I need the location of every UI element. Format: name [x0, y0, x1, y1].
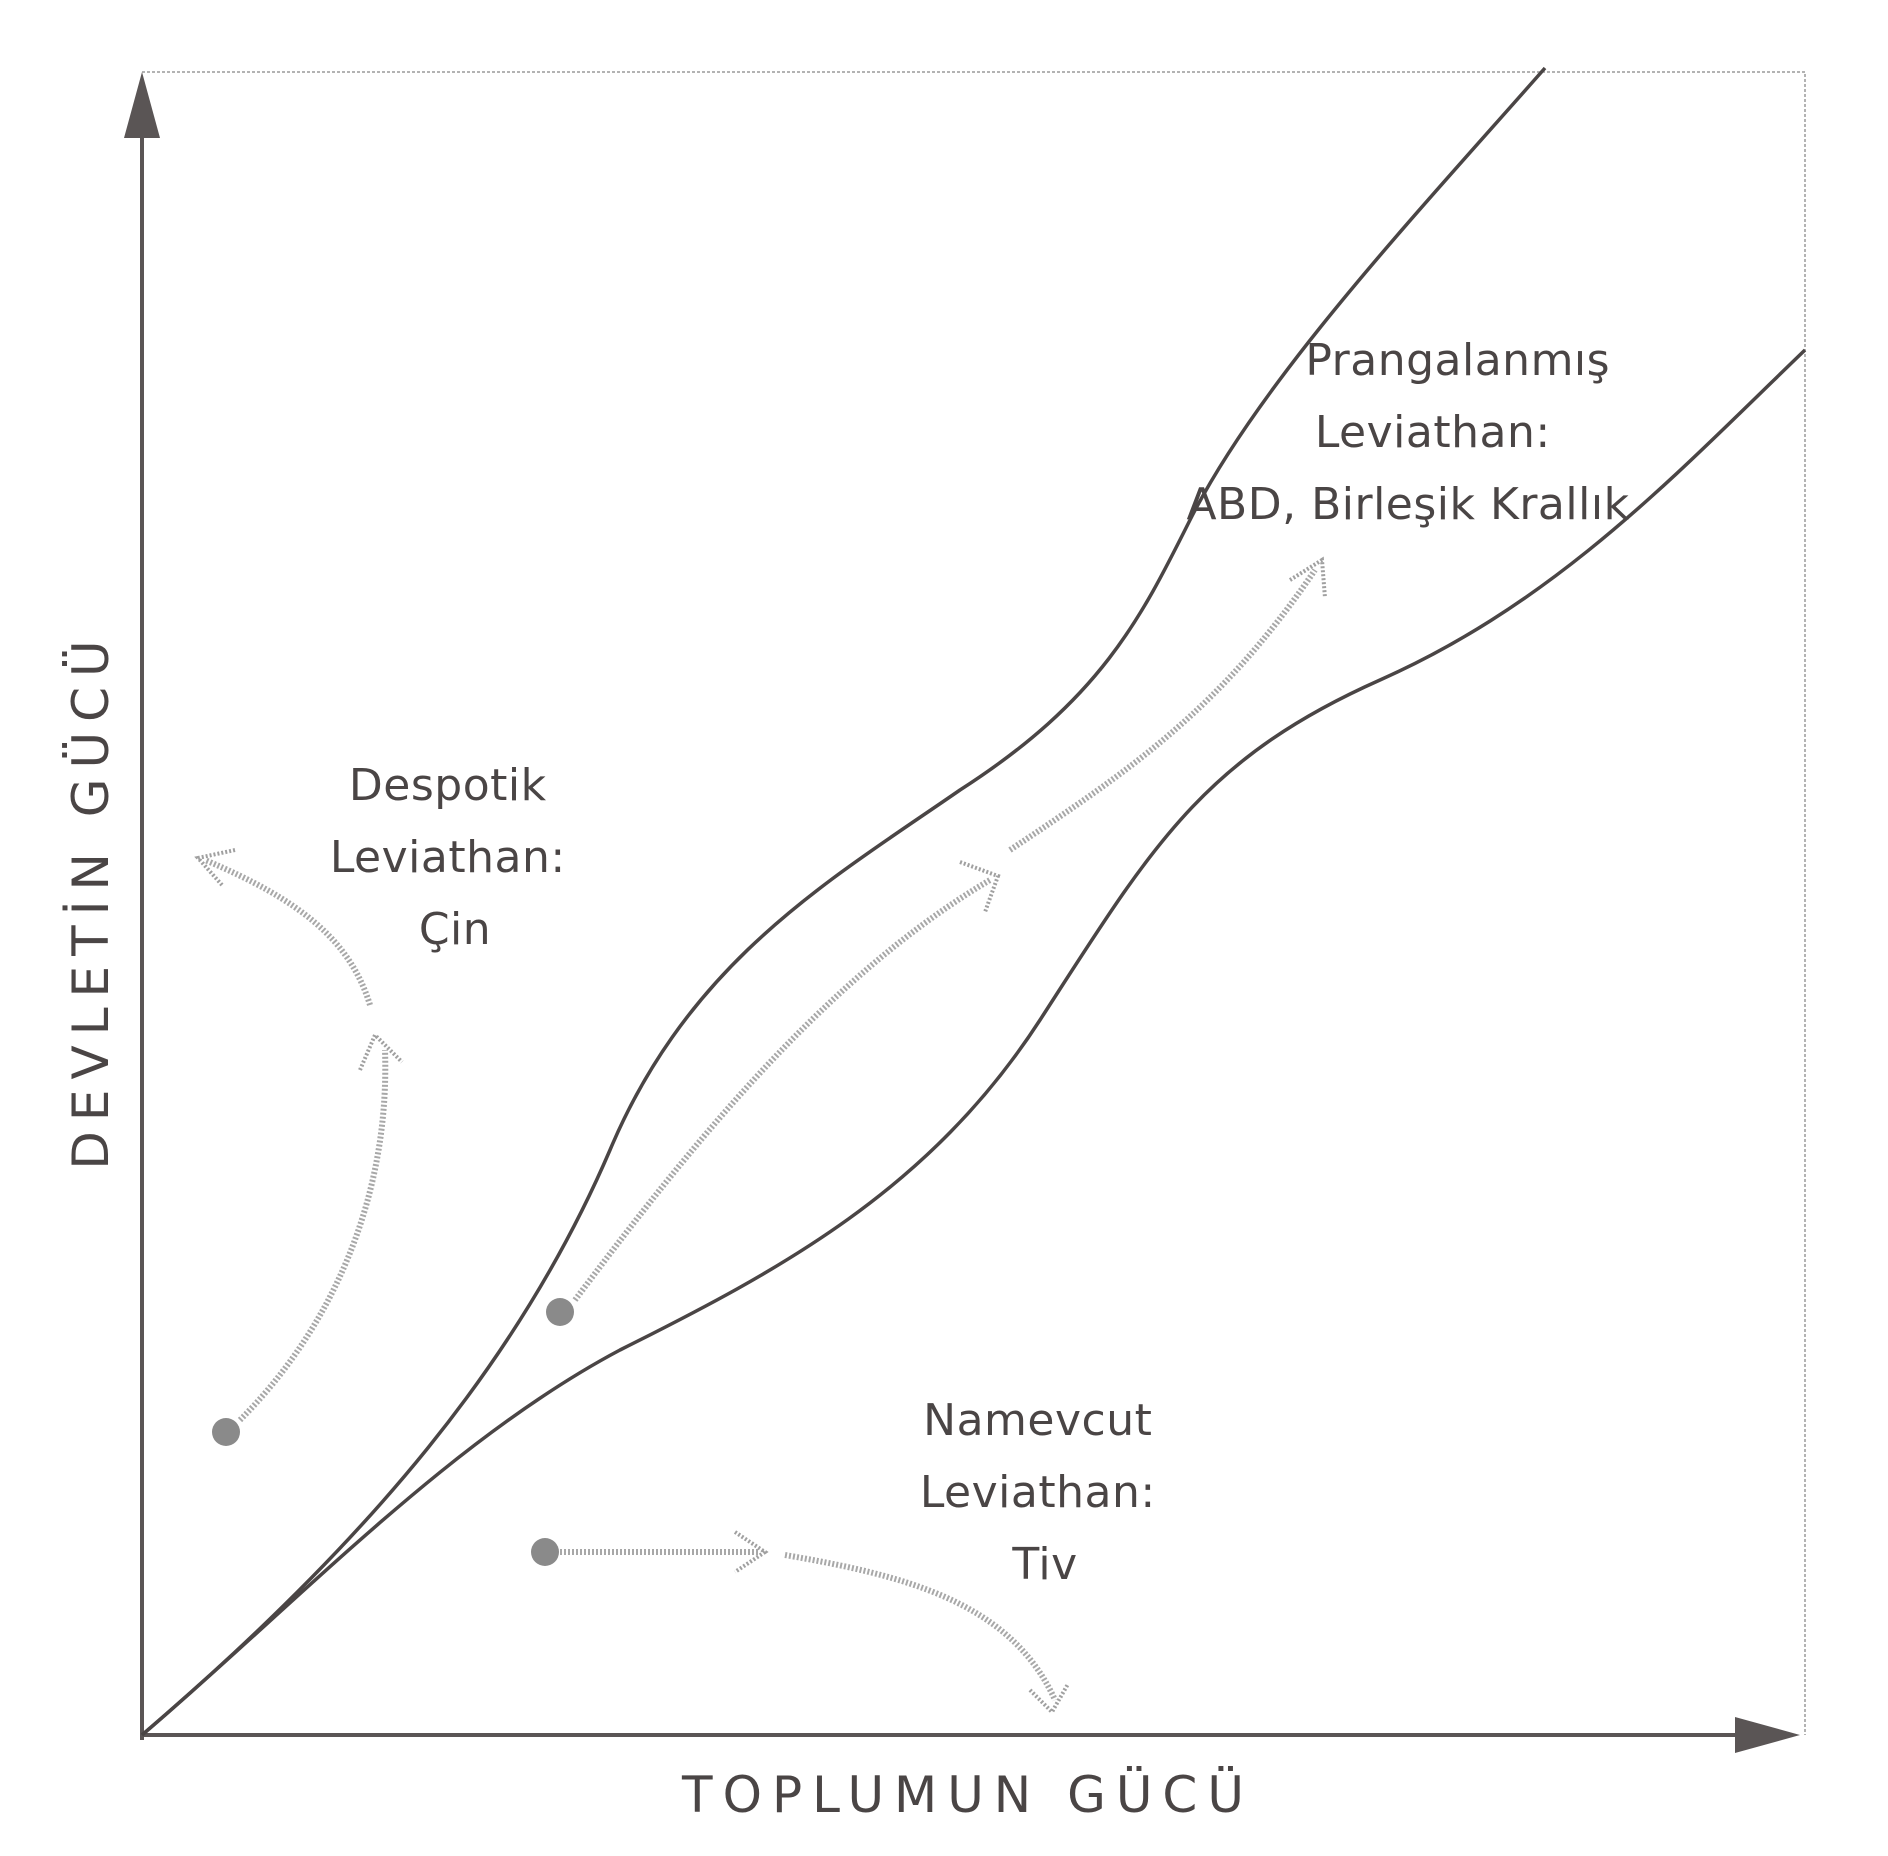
shackled-label-line-3: ABD, Birleşik Krallık	[1186, 479, 1629, 530]
absent-path-down	[784, 1552, 1058, 1702]
despotic-label-line-3: Çin	[419, 904, 491, 955]
absent-label-line-2: Leviathan:	[920, 1467, 1156, 1518]
absent-arrowhead-down	[1028, 1683, 1070, 1716]
despotic-path-upper	[203, 857, 373, 1006]
despotic-label-line-1: Despotik	[349, 760, 547, 811]
absent-label-line-3: Tiv	[1011, 1539, 1077, 1590]
despotic-arrowhead-upper	[194, 848, 236, 887]
shackled-path-lower	[572, 877, 992, 1302]
despotic-arrowhead-lower	[358, 1031, 404, 1071]
despotic-label-line-2: Leviathan:	[330, 832, 566, 883]
shackled-path-upper	[1008, 568, 1318, 853]
upper-boundary-curve	[140, 66, 1547, 1737]
y-axis-label: DEVLETİN GÜCÜ	[62, 630, 120, 1169]
x-axis-arrowhead	[1735, 1717, 1800, 1753]
shackled-arrowhead-upper	[1288, 556, 1327, 599]
absent-label: Namevcut Leviathan: Tiv	[920, 1395, 1170, 1590]
despotic-label: Despotik Leviathan: Çin	[330, 760, 580, 955]
absent-start-dot	[531, 1538, 559, 1566]
diagram-frame	[142, 71, 1806, 1735]
despotic-start-dot	[212, 1418, 240, 1446]
shackled-start-dot	[546, 1298, 574, 1326]
despotic-path-lower	[237, 1049, 389, 1423]
x-axis-label: TOPLUMUN GÜCÜ	[681, 1766, 1254, 1824]
absent-arrowhead-right	[733, 1530, 769, 1574]
y-axis-arrowhead	[124, 72, 160, 138]
shackled-label: Prangalanmış Leviathan: ABD, Birleşik Kr…	[1186, 335, 1629, 530]
shackled-arrowhead-lower	[959, 860, 1001, 913]
lower-boundary-curve	[140, 348, 1807, 1737]
shackled-label-line-2: Leviathan:	[1315, 407, 1551, 458]
absent-label-line-1: Namevcut	[923, 1395, 1152, 1446]
shackled-label-line-1: Prangalanmış	[1305, 335, 1610, 386]
